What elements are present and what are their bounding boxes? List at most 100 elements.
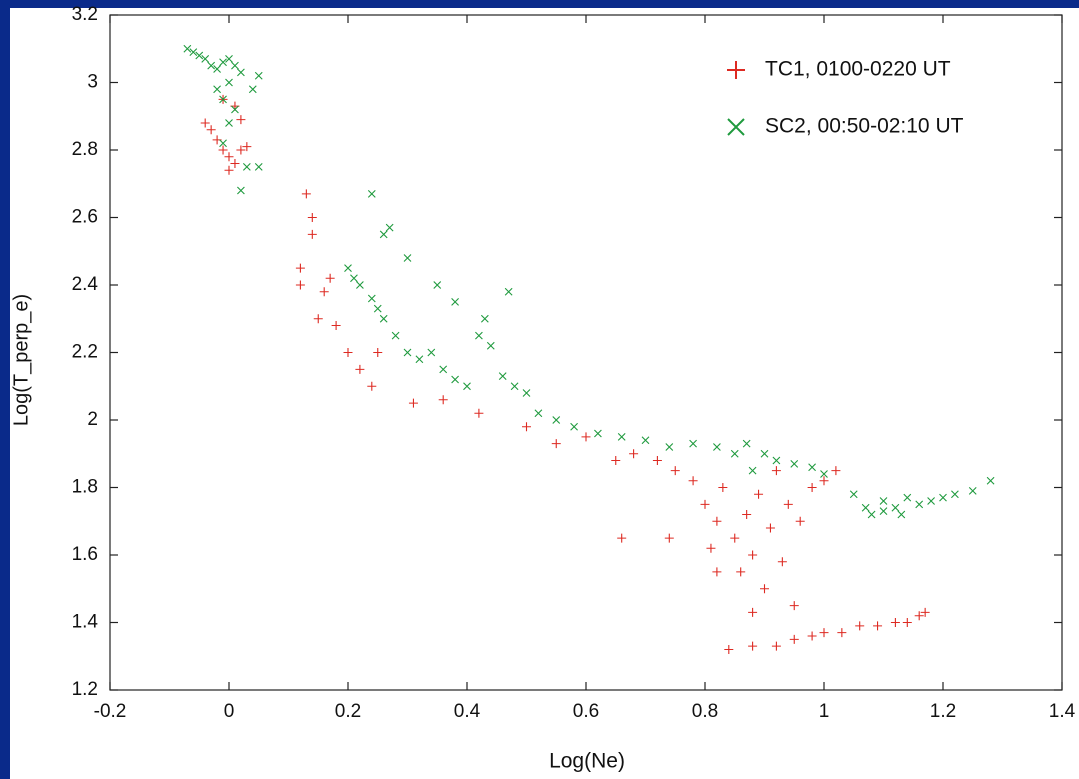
point bbox=[808, 463, 816, 472]
point bbox=[367, 294, 376, 303]
point bbox=[718, 483, 728, 492]
point bbox=[379, 230, 388, 239]
point bbox=[231, 61, 239, 70]
point bbox=[617, 432, 626, 441]
point bbox=[665, 443, 674, 451]
point bbox=[213, 85, 221, 94]
point bbox=[356, 281, 364, 289]
x-tick-label: 0.6 bbox=[573, 701, 599, 722]
point bbox=[570, 422, 578, 431]
point bbox=[807, 631, 817, 641]
point bbox=[629, 449, 639, 459]
point bbox=[219, 58, 227, 67]
point bbox=[986, 476, 995, 485]
point bbox=[939, 493, 947, 502]
point bbox=[902, 618, 912, 627]
y-tick-label: 2.8 bbox=[72, 139, 98, 160]
point bbox=[915, 500, 924, 509]
point bbox=[777, 557, 787, 567]
point bbox=[534, 409, 543, 418]
y-tick-label: 1.6 bbox=[72, 544, 98, 565]
y-tick-label: 3.2 bbox=[72, 4, 98, 25]
point bbox=[475, 331, 483, 340]
point bbox=[224, 165, 234, 175]
point bbox=[861, 503, 870, 512]
point bbox=[849, 490, 858, 499]
point bbox=[307, 229, 317, 239]
point bbox=[219, 139, 227, 148]
point bbox=[897, 510, 906, 519]
point bbox=[819, 476, 829, 486]
point bbox=[789, 601, 799, 611]
legend-label: TC1, 0100-0220 UT bbox=[765, 58, 951, 81]
point bbox=[451, 297, 459, 306]
point bbox=[373, 348, 383, 357]
point bbox=[225, 119, 233, 127]
point bbox=[712, 567, 722, 577]
x-tick-label: 0.4 bbox=[454, 701, 481, 722]
point bbox=[408, 398, 418, 408]
point bbox=[552, 416, 561, 424]
point bbox=[820, 470, 828, 478]
point bbox=[355, 364, 365, 374]
point bbox=[760, 584, 769, 594]
point bbox=[748, 466, 757, 475]
point bbox=[713, 443, 721, 451]
point bbox=[879, 507, 888, 516]
point bbox=[837, 628, 847, 638]
point bbox=[831, 466, 841, 476]
x-tick-label: 0.8 bbox=[692, 701, 718, 722]
point bbox=[307, 213, 317, 222]
point bbox=[706, 543, 716, 553]
point bbox=[254, 71, 263, 80]
y-axis-label: Log(T_perp_e) bbox=[10, 294, 32, 426]
point bbox=[242, 142, 252, 152]
point bbox=[403, 254, 412, 262]
point bbox=[760, 449, 769, 458]
point bbox=[611, 456, 621, 465]
point bbox=[201, 54, 210, 63]
point bbox=[724, 645, 734, 654]
point bbox=[367, 381, 377, 391]
point bbox=[254, 162, 263, 171]
point bbox=[920, 607, 930, 617]
point bbox=[474, 408, 484, 418]
point bbox=[200, 118, 210, 128]
x-tick-label: 0.2 bbox=[335, 701, 361, 722]
point bbox=[712, 516, 722, 526]
y-tick-label: 2.6 bbox=[72, 207, 98, 228]
point bbox=[207, 61, 216, 70]
point bbox=[890, 618, 900, 627]
point bbox=[183, 44, 192, 53]
x-axis-label: Log(Ne) bbox=[549, 750, 625, 773]
point bbox=[867, 510, 876, 519]
point bbox=[206, 125, 216, 135]
point bbox=[319, 287, 329, 297]
point bbox=[325, 273, 335, 283]
point bbox=[301, 189, 311, 199]
point bbox=[927, 497, 935, 505]
point bbox=[427, 348, 436, 357]
x-tick-label: -0.2 bbox=[94, 701, 127, 722]
point bbox=[213, 65, 221, 73]
y-tick-label: 1.2 bbox=[72, 679, 98, 700]
point bbox=[795, 516, 805, 526]
point bbox=[480, 314, 489, 323]
point bbox=[670, 466, 680, 476]
point bbox=[510, 382, 519, 391]
point bbox=[189, 48, 198, 57]
point bbox=[790, 459, 799, 468]
point bbox=[730, 533, 740, 543]
point bbox=[225, 78, 233, 87]
x-tick-label: 1.2 bbox=[930, 701, 956, 722]
point bbox=[772, 456, 781, 465]
point bbox=[451, 375, 459, 384]
point bbox=[771, 466, 781, 476]
point bbox=[891, 503, 900, 512]
point bbox=[195, 51, 204, 60]
point bbox=[295, 280, 305, 290]
point bbox=[225, 54, 233, 63]
point bbox=[504, 287, 513, 296]
point bbox=[807, 483, 817, 492]
